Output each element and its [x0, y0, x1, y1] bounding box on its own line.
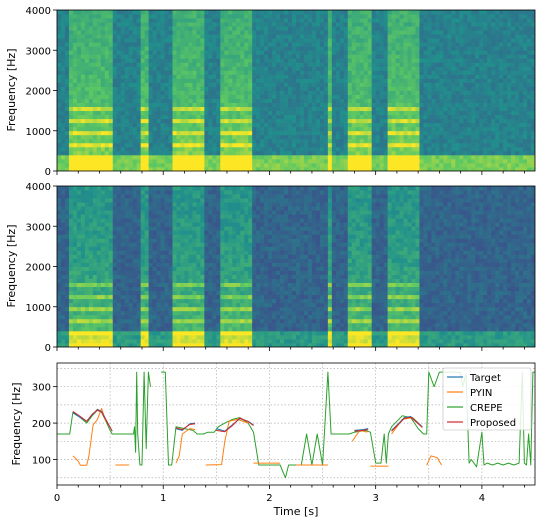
y-tick-label: 4000 [26, 182, 51, 193]
ylabel-middle: Frequency [Hz] [5, 225, 18, 308]
y-tick-label: 1000 [26, 127, 51, 138]
series-line-crepe [57, 371, 151, 466]
series-line-proposed [354, 429, 369, 432]
y-tick-label: 0 [45, 167, 51, 178]
y-tick-label: 1000 [26, 303, 51, 314]
series-line-proposed [175, 423, 196, 431]
ylabel-top: Frequency [Hz] [5, 49, 18, 132]
y-tick-label: 300 [32, 383, 51, 394]
series-line-crepe [161, 371, 535, 479]
f0-series [57, 371, 535, 479]
legend: Target PYIN CREPE Proposed [442, 367, 532, 431]
legend-label: CREPE [470, 403, 503, 414]
spectrogram-panel-middle: 0 1000 2000 3000 4000 Frequency [Hz] [5, 182, 536, 354]
y-tick-label: 2000 [26, 87, 51, 98]
y-tick-label: 4000 [26, 6, 51, 17]
series-line-pyin [175, 428, 196, 464]
y-tick-label: 2000 [26, 263, 51, 274]
series-line-proposed [72, 409, 113, 432]
spectrogram-panel-top: 0 1000 2000 3000 4000 Frequency [Hz] [5, 6, 536, 178]
series-line-pyin [426, 455, 442, 466]
axes-frame-bottom [56, 362, 536, 486]
series-line-target [354, 428, 369, 431]
x-tick-label: 0 [54, 493, 60, 504]
series-line-pyin [205, 418, 249, 466]
legend-box [442, 367, 532, 431]
y-tick-label: 0 [45, 343, 51, 354]
axis-ticks-top: 0 1000 2000 3000 4000 [26, 6, 525, 178]
f0-panel: 100 200 300 0 1 2 3 4 Frequency [Hz] Time [s] T… [10, 362, 536, 518]
spectrogram-image-middle [57, 186, 535, 347]
axis-ticks-bottom: 100 200 300 0 1 2 3 4 [32, 383, 525, 504]
legend-label: PYIN [470, 388, 492, 399]
x-tick-label: 3 [372, 493, 378, 504]
spectrogram-image-top [57, 10, 535, 171]
x-tick-label: 1 [160, 493, 166, 504]
series-line-pyin [72, 408, 107, 466]
x-tick-label: 4 [479, 493, 485, 504]
grid-lines [57, 363, 535, 485]
axis-ticks-middle: 0 1000 2000 3000 4000 [26, 182, 525, 354]
x-tick-label: 2 [266, 493, 272, 504]
y-tick-label: 200 [32, 419, 51, 430]
xlabel-bottom: Time [s] [273, 505, 319, 518]
legend-label: Target [469, 373, 501, 384]
y-tick-label: 100 [32, 456, 51, 467]
y-tick-label: 3000 [26, 222, 51, 233]
legend-label: Proposed [470, 418, 516, 429]
ylabel-bottom: Frequency [Hz] [10, 383, 23, 466]
series-line-proposed [216, 417, 254, 433]
y-tick-label: 3000 [26, 46, 51, 57]
series-line-proposed [391, 416, 423, 432]
